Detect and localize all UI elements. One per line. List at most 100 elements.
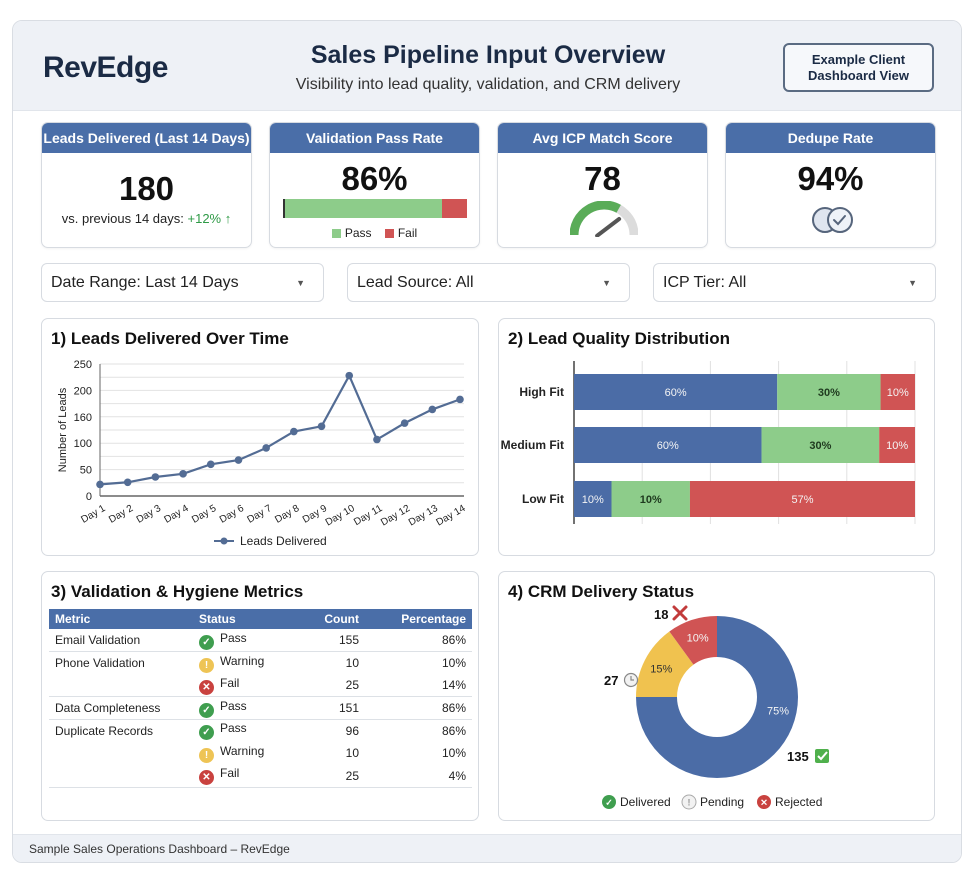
panel-title: 4) CRM Delivery Status <box>508 582 695 601</box>
table-row: ✕ Fail 25 14% <box>49 674 472 697</box>
pending-circle-icon <box>681 794 697 810</box>
arrow-up-icon: ↑ <box>224 211 232 226</box>
chevron-down-icon: ▼ <box>296 278 305 288</box>
bar-segment <box>574 374 778 410</box>
header: RevEdge Sales Pipeline Input Overview Vi… <box>13 21 961 111</box>
x-tick-label: Day 12 <box>379 503 412 529</box>
x-tick-label: Day 14 <box>435 503 468 529</box>
metric-cell: Email Validation <box>55 633 141 648</box>
title-block: Sales Pipeline Input Overview Visibility… <box>233 41 743 94</box>
table-row: Data Completeness ✓ Pass 151 86% <box>49 696 472 720</box>
count-cell: 155 <box>338 633 359 648</box>
kpi-value: 94% <box>797 160 864 197</box>
example-client-view-button[interactable]: Example Client Dashboard View <box>783 43 934 92</box>
data-point <box>206 460 215 469</box>
pass-segment <box>285 199 442 218</box>
table-header-row: Metric Status Count Percentage <box>49 609 472 629</box>
dedupe-check-icon <box>812 207 853 233</box>
x-tick-label: Day 5 <box>190 503 219 526</box>
legend-icon-glyph: ✕ <box>760 798 768 808</box>
status-cell: ✓ Pass <box>193 629 303 652</box>
count-cell: 10 <box>345 746 359 761</box>
kpi-title: Dedupe Rate <box>726 123 935 153</box>
check-circle-icon: ✓ <box>199 702 214 718</box>
data-point <box>151 473 160 481</box>
chevron-down-icon: ▼ <box>602 278 611 288</box>
y-tick-label: 0 <box>86 491 92 503</box>
status-cell: ! Warning <box>193 651 303 675</box>
status-label: Fail <box>220 675 240 690</box>
y-tick-label: 250 <box>74 359 92 371</box>
panel-title: 2) Lead Quality Distribution <box>508 329 730 348</box>
x-tick-label: Day 13 <box>407 503 440 529</box>
data-point <box>123 478 132 487</box>
count-cell: 10 <box>303 651 365 675</box>
donut-slice-rejected <box>669 616 717 665</box>
x-tick-label: Day 1 <box>79 503 108 526</box>
status-cell: ✕ Fail <box>193 764 303 788</box>
kpi-comparison: vs. previous 14 days: +12% ↑ <box>42 211 251 226</box>
count-callout: 27 <box>604 673 618 688</box>
data-point <box>345 371 354 380</box>
panel-validation-metrics: 3) Validation & Hygiene Metrics Metric S… <box>41 571 479 821</box>
kpi-title: Leads Delivered (Last 14 Days) <box>42 123 251 153</box>
table-row: Duplicate Records ✓ Pass 96 86% <box>49 718 472 742</box>
category-label: High Fit <box>519 385 564 399</box>
kpi-value: 86% <box>341 160 408 197</box>
change-value: +12% <box>187 211 222 226</box>
bar-segment <box>574 481 612 517</box>
pass-fail-bar <box>283 199 467 218</box>
percentage-cell: 10% <box>441 746 466 761</box>
metric-cell <box>49 742 193 765</box>
count-callout: 135 <box>787 749 809 764</box>
panel-lead-quality: 2) Lead Quality Distribution High Fit 60%… <box>498 318 935 556</box>
filter-date-range[interactable]: Date Range: Last 14 Days ▼ <box>41 263 324 302</box>
count-cell: 96 <box>303 718 365 742</box>
count-callout: 18 <box>654 607 668 622</box>
filter-icp-tier[interactable]: ICP Tier: All ▼ <box>653 263 936 302</box>
status-label: Warning <box>220 743 265 758</box>
panel-leads-over-time: 1) Leads Delivered Over Time 0 50 100 160 20… <box>41 318 479 556</box>
line-chart: 0 50 100 160 200 250 Number of Leads Day 1 Day 2… <box>57 359 468 548</box>
clock-hands <box>630 676 634 681</box>
y-tick-label: 200 <box>74 385 92 397</box>
data-point <box>428 405 437 414</box>
x-tick-label: Day 2 <box>107 503 136 526</box>
kpi-value: 180 <box>118 170 175 207</box>
table-row: Phone Validation! Warning 10 10% <box>49 651 472 675</box>
gauge-fill <box>570 201 621 236</box>
fail-segment <box>441 199 467 218</box>
data-label: 60% <box>665 387 687 399</box>
gauge-needle <box>595 217 622 237</box>
kpi-title: Validation Pass Rate <box>270 123 479 153</box>
data-label: 10% <box>887 387 909 399</box>
percentage-cell: 86% <box>365 718 472 742</box>
status-cell: ✕ Fail <box>193 674 303 697</box>
filter-lead-source[interactable]: Lead Source: All ▼ <box>347 263 630 302</box>
status-cell: ! Warning <box>193 742 303 765</box>
data-point <box>96 480 104 489</box>
comparison-label: vs. previous 14 days: <box>61 211 184 226</box>
legend-icon-glyph: ! <box>688 798 691 808</box>
legend-fail: Fail <box>397 226 418 240</box>
panel-title: 1) Leads Delivered Over Time <box>51 329 289 348</box>
gauge-icon <box>570 201 638 237</box>
filter-label: Lead Source: All <box>357 274 474 291</box>
stacked-bar-chart: High Fit 60% 30% 10% Medium Fit 60% 30% 10% Low … <box>501 361 916 524</box>
data-label: 60% <box>657 440 679 452</box>
column-header: Metric <box>49 609 193 629</box>
data-point <box>373 435 381 444</box>
pass-fail-legend: Pass Fail <box>270 226 479 240</box>
bar-segment <box>879 427 915 463</box>
x-circle-icon <box>757 795 771 809</box>
x-circle-icon: ✕ <box>199 679 214 695</box>
donut-chart: 75% 15% 10% 135 27 18 ✓ Delivered! Pending ✕ Rejec… <box>602 605 829 810</box>
legend-pass: Pass <box>344 226 372 240</box>
slice-label: 75% <box>767 706 789 718</box>
table-row: ✕ Fail 25 4% <box>49 764 472 788</box>
x-tick-label: Day 4 <box>162 503 191 526</box>
percentage-cell: 14% <box>441 678 466 693</box>
table-row: Email Validation ✓ Pass 155 86% <box>49 629 472 652</box>
data-point <box>290 427 298 436</box>
kpi-title: Avg ICP Match Score <box>498 123 707 153</box>
